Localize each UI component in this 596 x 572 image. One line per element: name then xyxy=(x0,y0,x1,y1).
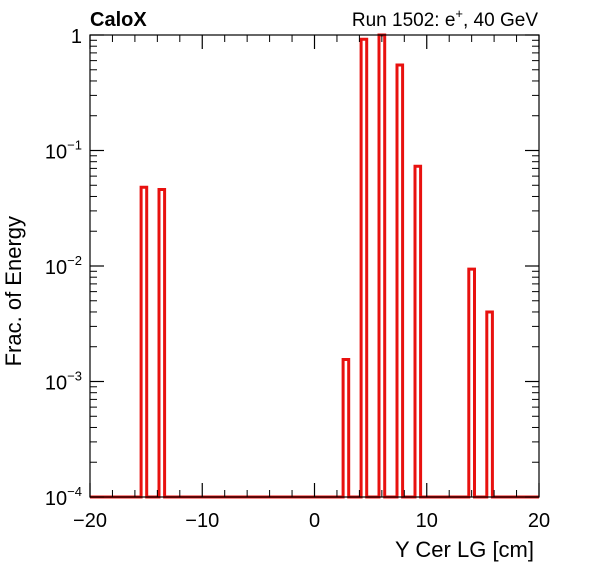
histogram-bar-1 xyxy=(141,187,147,497)
histogram-bar-5 xyxy=(379,35,385,497)
histogram-bar-2 xyxy=(159,189,165,497)
x-tick-label: 0 xyxy=(309,510,320,532)
plot-frame xyxy=(89,34,540,498)
x-tick-label: −10 xyxy=(185,510,219,532)
run-info-label: Run 1502: e+, 40 GeV xyxy=(352,6,538,31)
x-tick-label: −20 xyxy=(73,510,107,532)
x-axis-title: Y Cer LG [cm] xyxy=(395,537,534,562)
y-axis-title: Frac. of Energy xyxy=(1,216,26,366)
x-tick-label: 10 xyxy=(416,510,438,532)
x-tick-label: 20 xyxy=(528,510,550,532)
y-tick-label: 1 xyxy=(71,26,82,48)
y-tick-label: 10−1 xyxy=(45,138,82,164)
y-tick-label: 10−2 xyxy=(45,253,82,279)
y-tick-label: 10−4 xyxy=(45,484,82,510)
histogram-bar-4 xyxy=(361,39,367,497)
y-tick-label: 10−3 xyxy=(45,369,82,395)
histogram-bar-6 xyxy=(397,65,403,497)
histogram-bar-7 xyxy=(415,166,421,497)
histogram-bar-9 xyxy=(487,312,493,497)
experiment-label: CaloX xyxy=(90,9,147,31)
histogram-bar-3 xyxy=(343,360,349,497)
histogram-bar-8 xyxy=(469,269,475,497)
